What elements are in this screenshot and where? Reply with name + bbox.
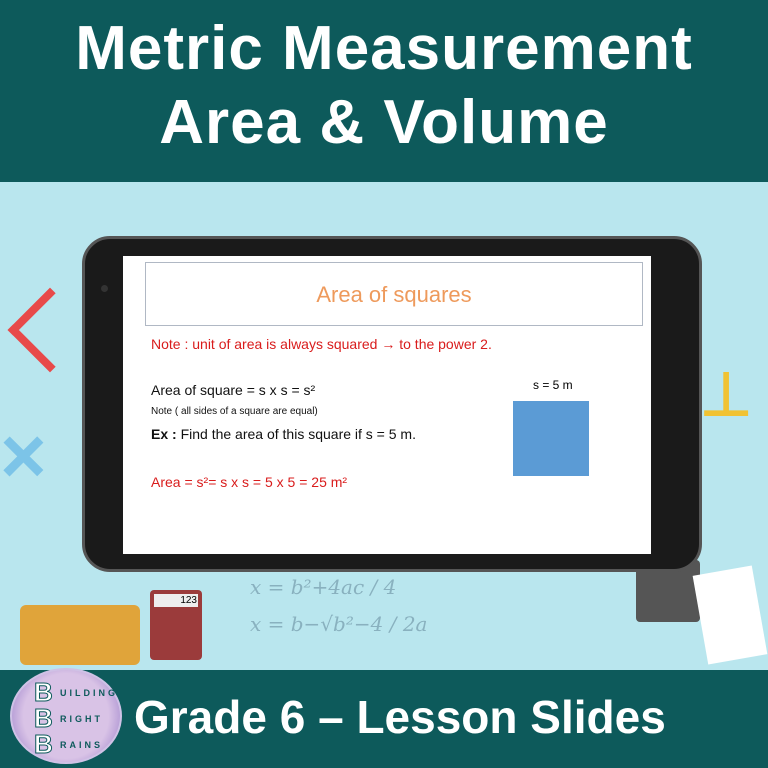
tablet-device: Area of squares Note : unit of area is a… xyxy=(82,236,702,572)
slide-answer: Area = s²= s x s = 5 x 5 = 25 m² xyxy=(151,474,348,490)
slide-title: Area of squares xyxy=(145,262,643,326)
footer-banner: Grade 6 – Lesson Slides xyxy=(0,670,768,768)
formula-decor-1: x = b²+4ac / 4 xyxy=(250,575,397,599)
calculator-icon: 123 xyxy=(150,590,202,660)
camera-icon xyxy=(101,285,108,292)
footer-title: Grade 6 – Lesson Slides xyxy=(134,691,666,743)
paper-icon xyxy=(692,565,768,665)
logo-text-1: UILDING xyxy=(60,688,118,698)
side-label: s = 5 m xyxy=(533,378,573,392)
calculator-display: 123 xyxy=(154,594,198,607)
times-icon: × xyxy=(0,411,47,500)
logo-text-2: RIGHT xyxy=(60,714,103,724)
square-shape xyxy=(513,401,589,476)
slide-screen: Area of squares Note : unit of area is a… xyxy=(123,256,651,554)
slide-formula: Area of square = s x s = s² xyxy=(151,382,316,398)
example-text: Find the area of this square if s = 5 m. xyxy=(176,426,416,442)
title-line-1: Metric Measurement xyxy=(75,14,693,83)
header-banner: Metric Measurement Area & Volume xyxy=(0,0,768,182)
logo-text-3: RAINS xyxy=(60,740,104,750)
title-line-2: Area & Volume xyxy=(159,88,609,157)
example-label: Ex : xyxy=(151,426,177,442)
books-icon xyxy=(20,605,140,665)
slide-note: Note : unit of area is always squared → … xyxy=(151,336,492,352)
slide-subnote: Note ( all sides of a square are equal) xyxy=(151,406,318,417)
formula-decor-2: x = b−√b²−4 / 2a xyxy=(250,612,428,636)
ruler-symbol-icon: ⊥ xyxy=(700,361,753,428)
math-symbol-decor xyxy=(7,287,93,373)
